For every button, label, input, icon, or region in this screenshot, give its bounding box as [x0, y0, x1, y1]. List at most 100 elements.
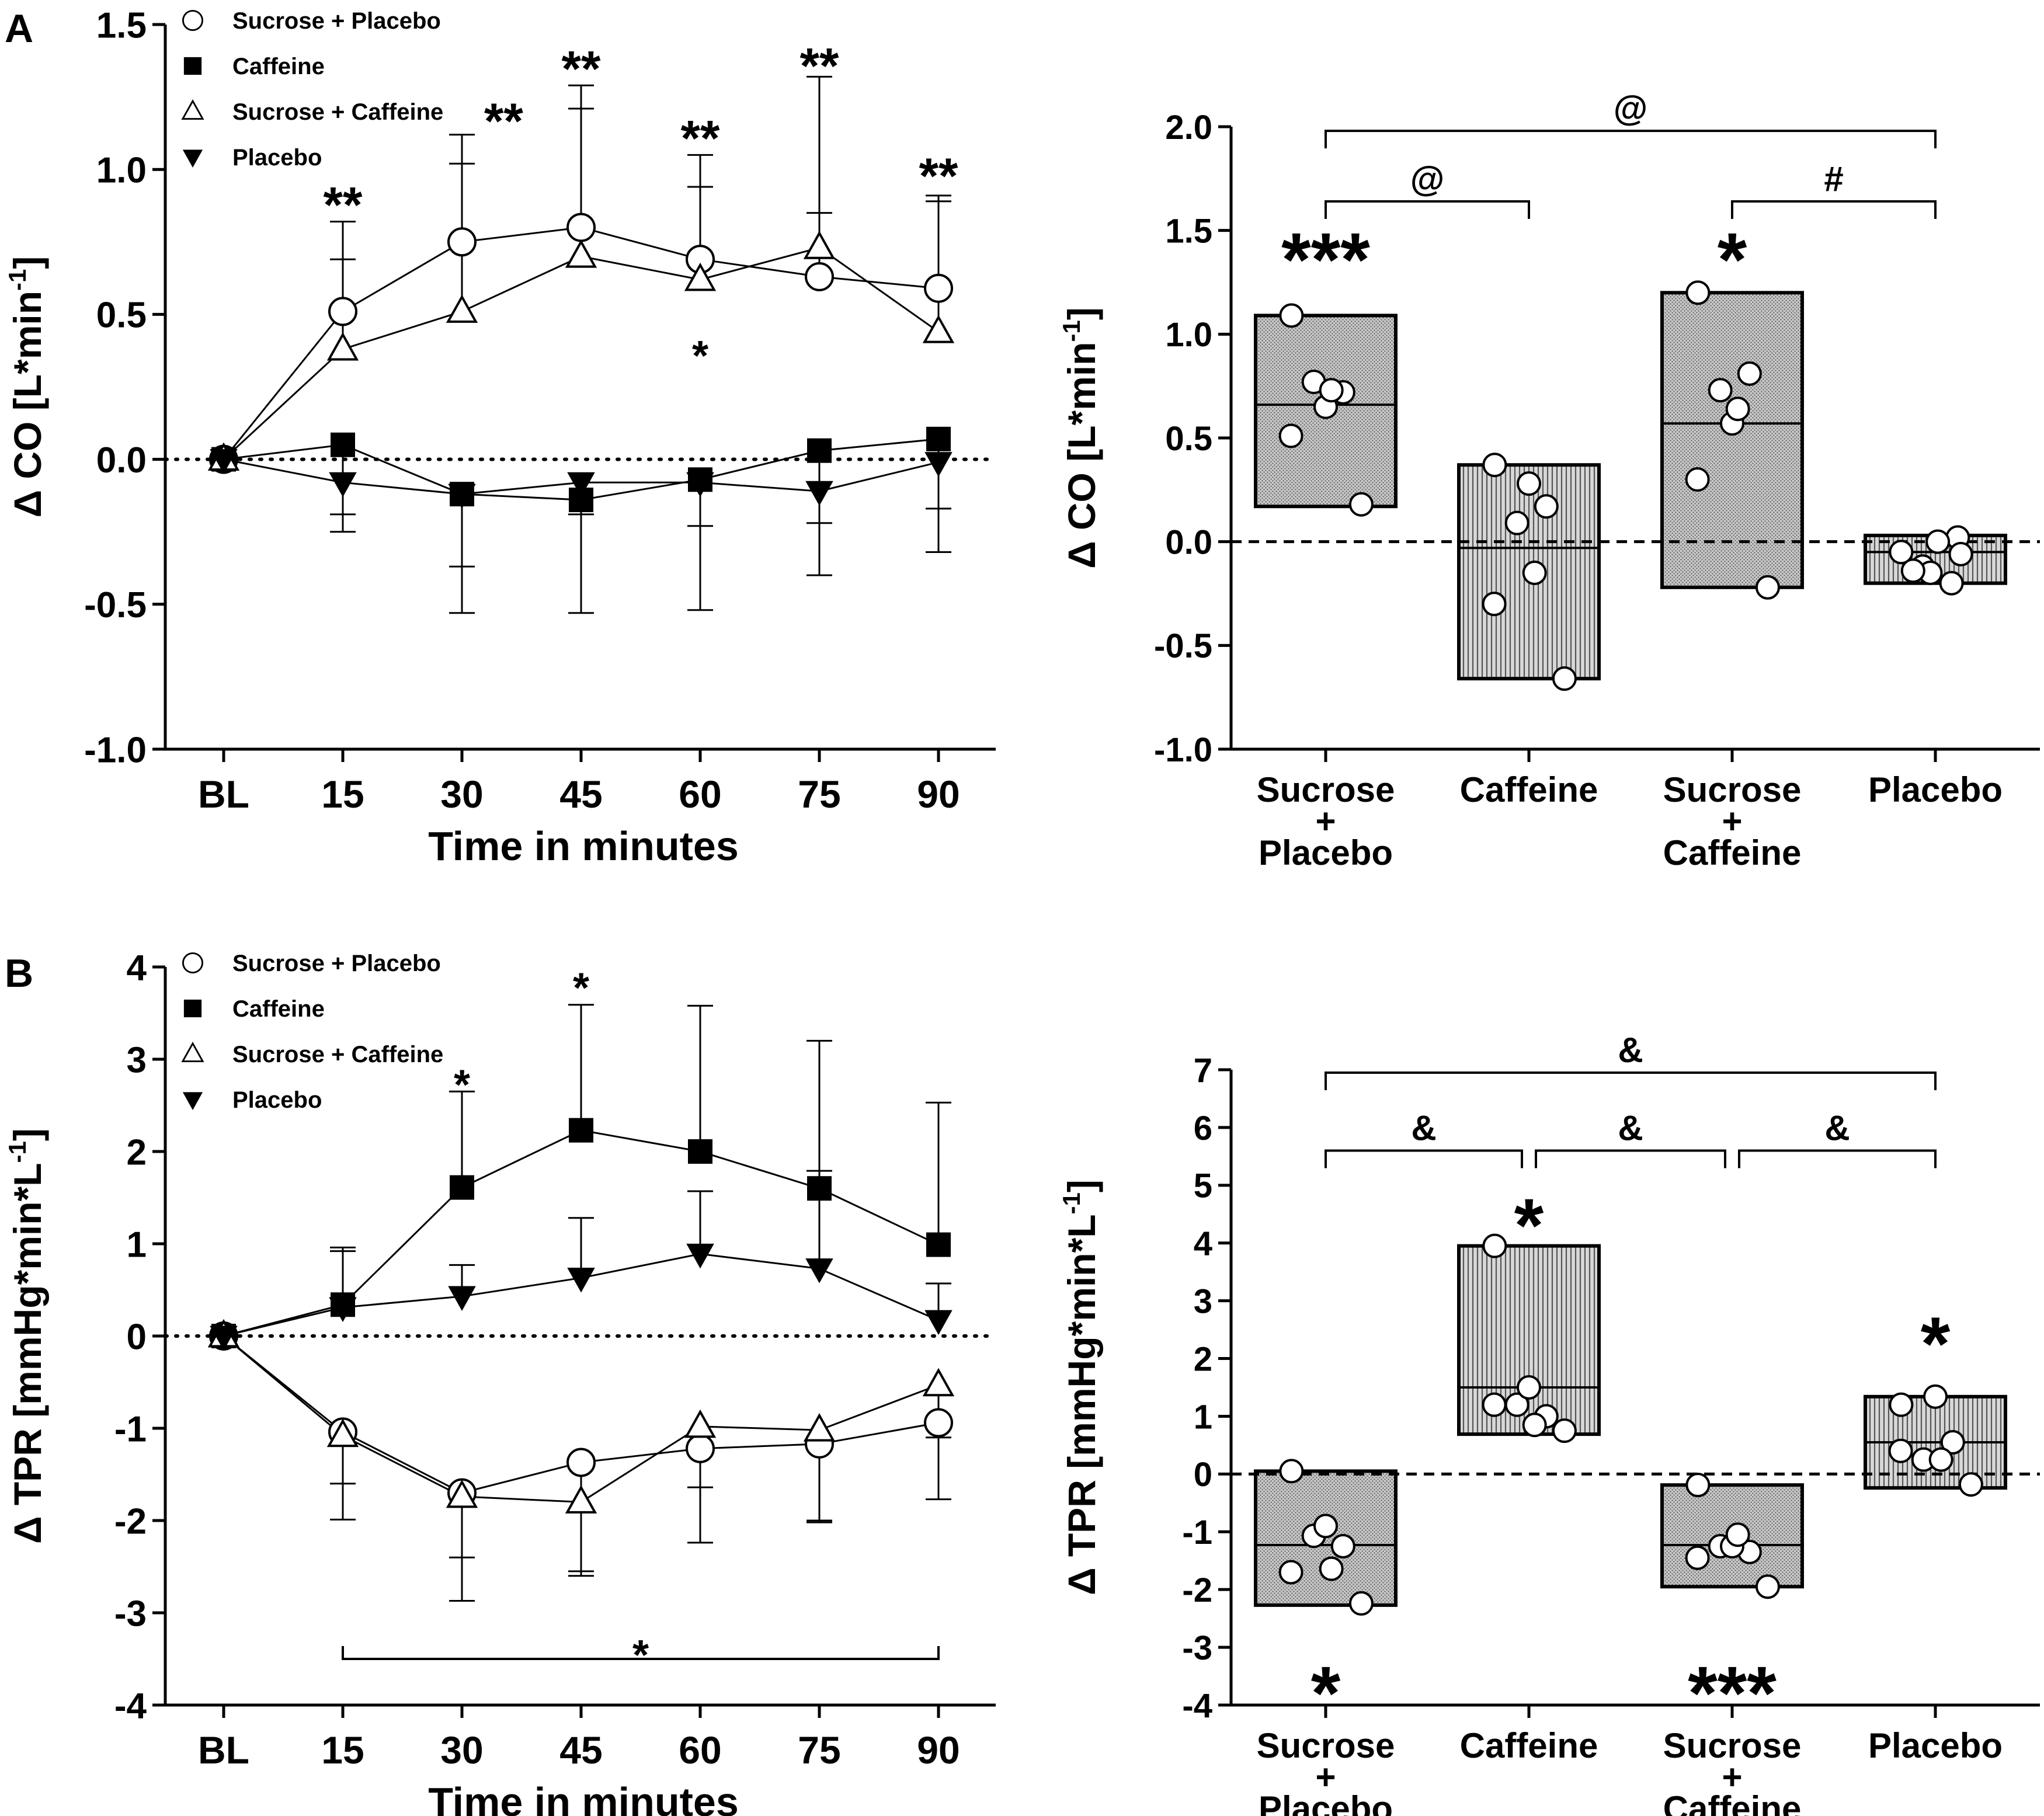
- panel-label-a: A: [5, 6, 33, 51]
- marker-triangle: [803, 1413, 836, 1442]
- marker-square: [569, 1118, 593, 1143]
- significance-annotation: **: [681, 111, 720, 167]
- x-tick-label: Caffeine: [1663, 833, 1802, 872]
- marker-triangle-down: [448, 1286, 476, 1311]
- marker-circle: [447, 227, 477, 257]
- y-tick-label: -2: [114, 1501, 147, 1542]
- y-tick-label: 0.0: [96, 440, 147, 481]
- marker-square: [807, 438, 832, 463]
- x-tick-label: 45: [559, 773, 602, 816]
- legend-label: Sucrose + Placebo: [232, 951, 441, 976]
- x-tick-label: Placebo: [1868, 770, 2003, 809]
- data-point-sucrose-caffeine: [1737, 361, 1762, 386]
- data-point-sucrose-placebo: [1279, 1459, 1304, 1484]
- y-axis-label: Δ CO [L*min-1]: [4, 256, 49, 518]
- x-tick-label: 90: [917, 773, 960, 816]
- marker-square: [450, 1175, 474, 1200]
- marker-triangle-down: [686, 1243, 714, 1269]
- marker-triangle: [446, 294, 478, 323]
- comparison-bracket: [1325, 1149, 1523, 1168]
- data-point-placebo: [1940, 1429, 1965, 1455]
- comparison-symbol: &: [1618, 1108, 1643, 1147]
- data-point-sucrose-caffeine: [1685, 280, 1711, 305]
- marker-circle: [182, 952, 203, 974]
- x-tick-label: 15: [321, 773, 364, 816]
- comparison-bracket: [1731, 200, 1937, 219]
- legend-entry-sucrose-placebo: Sucrose + Placebo: [182, 8, 441, 34]
- marker-triangle-down: [448, 483, 476, 509]
- significance-annotation: *: [692, 333, 708, 380]
- marker-circle: [566, 213, 596, 242]
- significance-annotation: **: [919, 148, 958, 204]
- significance-annotation: **: [562, 41, 601, 97]
- y-tick-label: -0.5: [84, 585, 147, 625]
- marker-triangle-down: [924, 452, 953, 477]
- y-tick-label: 1: [1194, 1398, 1212, 1436]
- data-point-caffeine: [1482, 453, 1507, 478]
- marker-triangle: [181, 99, 204, 120]
- data-point-caffeine: [1522, 560, 1547, 585]
- comparison-symbol: #: [1824, 159, 1843, 199]
- marker-triangle-down: [567, 1267, 595, 1293]
- marker-circle: [924, 1408, 953, 1438]
- data-point-sucrose-placebo: [1319, 1556, 1344, 1581]
- x-tick-label: 15: [321, 1728, 364, 1772]
- comparison-bracket: [1325, 1071, 1937, 1090]
- legend-entry-sucrose-caffeine: Sucrose + Caffeine: [181, 1042, 443, 1067]
- y-axis-label-sup: -1: [4, 1141, 31, 1163]
- y-tick-label: 0.5: [96, 295, 147, 336]
- significance-annotation: *: [632, 1632, 649, 1679]
- marker-triangle: [803, 231, 836, 259]
- y-tick-label: 1.5: [96, 5, 147, 46]
- x-tick-label: Placebo: [1259, 833, 1393, 872]
- marker-triangle: [565, 239, 597, 268]
- data-point-sucrose-caffeine: [1725, 1522, 1750, 1547]
- legend-label: Placebo: [232, 145, 322, 171]
- x-tick-label: 30: [440, 773, 483, 816]
- x-tick-label: +: [1315, 802, 1336, 841]
- data-point-caffeine: [1504, 510, 1529, 535]
- y-tick-label: 3: [127, 1040, 147, 1080]
- x-tick-label: BL: [198, 773, 249, 816]
- x-tick-label: 45: [559, 1728, 602, 1772]
- y-axis-label-sup: -1: [1058, 1192, 1085, 1214]
- marker-triangle: [446, 1479, 478, 1508]
- significance-stars-sucrose-placebo: ***: [1281, 217, 1370, 302]
- marker-circle: [328, 297, 357, 326]
- significance-annotation: *: [454, 1062, 470, 1109]
- y-axis-label-main: Δ CO [L*min: [1060, 342, 1103, 568]
- x-tick-label: 75: [798, 773, 840, 816]
- legend-entry-sucrose-placebo: Sucrose + Placebo: [182, 951, 441, 976]
- data-point-sucrose-caffeine: [1755, 1574, 1780, 1599]
- marker-circle: [686, 1434, 715, 1463]
- y-tick-label: 2: [127, 1132, 147, 1173]
- y-tick-label: -2: [1182, 1571, 1212, 1609]
- y-axis-label-main: Δ TPR [mmHg*min*L: [1060, 1214, 1103, 1595]
- x-tick-label: Caffeine: [1460, 1726, 1598, 1765]
- data-point-caffeine: [1534, 494, 1559, 519]
- y-tick-label: 7: [1194, 1052, 1212, 1090]
- data-point-placebo: [1948, 541, 1973, 566]
- significance-stars-sucrose-caffeine: *: [1718, 217, 1747, 302]
- y-tick-label: -1: [114, 1409, 147, 1449]
- x-tick-label: +: [1722, 802, 1742, 841]
- data-point-sucrose-caffeine: [1685, 467, 1710, 492]
- legend-label: Placebo: [232, 1087, 322, 1113]
- x-tick-label: Sucrose: [1257, 770, 1395, 809]
- data-point-caffeine: [1482, 1392, 1507, 1417]
- data-point-caffeine: [1552, 666, 1577, 691]
- x-axis-label: Time in minutes: [428, 823, 739, 869]
- data-point-sucrose-caffeine: [1725, 396, 1750, 422]
- comparison-bracket: [1325, 200, 1530, 219]
- x-tick-label: Sucrose: [1257, 1726, 1395, 1765]
- y-tick-label: 1.0: [96, 151, 147, 191]
- comparison-bracket: [1325, 130, 1937, 149]
- marker-triangle-down: [805, 1258, 833, 1283]
- y-axis-label-main: Δ TPR [mmHg*min*L: [6, 1163, 49, 1543]
- y-tick-label: 4: [1194, 1225, 1212, 1263]
- legend-label: Sucrose + Placebo: [232, 8, 441, 34]
- marker-square: [183, 57, 202, 75]
